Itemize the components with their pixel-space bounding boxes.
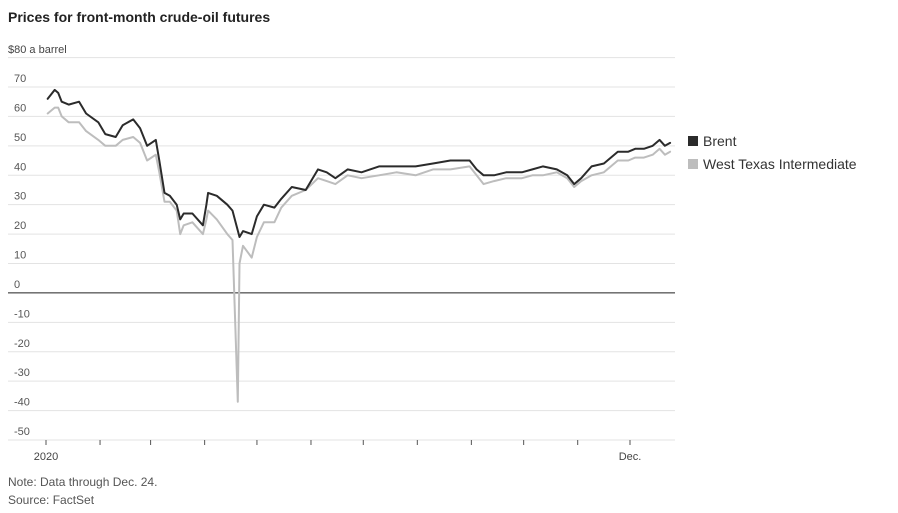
y-tick-label: 50: [14, 132, 26, 144]
legend-swatch-wti: [688, 158, 698, 169]
chart-title: Prices for front-month crude-oil futures: [8, 9, 271, 25]
y-tick-label: 40: [14, 161, 26, 173]
y-tick-label: 10: [14, 250, 26, 262]
y-tick-label: -30: [14, 367, 30, 379]
x-tick-label: Dec.: [619, 451, 642, 463]
chart-note: Note: Data through Dec. 24.: [8, 475, 158, 489]
y-tick-label: -50: [14, 426, 30, 438]
y-tick-label: 30: [14, 191, 26, 203]
x-tick-label: 2020: [34, 451, 58, 463]
legend-label-wti: West Texas Intermediate: [703, 155, 857, 172]
y-tick-label: -40: [14, 397, 30, 409]
legend: Brent West Texas Intermediate: [688, 129, 857, 175]
y-tick-label: 20: [14, 220, 26, 232]
y-tick-label: 70: [14, 73, 26, 85]
y-tick-label: -20: [14, 338, 30, 350]
legend-item-brent: Brent: [688, 129, 857, 152]
legend-swatch-brent: [688, 135, 698, 146]
y-tick-label: -10: [14, 308, 30, 320]
y-tick-label: 60: [14, 102, 26, 114]
y-tick-label: 0: [14, 279, 20, 291]
y-axis-unit-label: $80 a barrel: [8, 44, 67, 56]
legend-label-brent: Brent: [703, 132, 737, 149]
series-line-wti: [46, 106, 672, 403]
legend-item-wti: West Texas Intermediate: [688, 152, 857, 175]
series-line-brent: [46, 88, 672, 238]
chart-source: Source: FactSet: [8, 493, 95, 507]
